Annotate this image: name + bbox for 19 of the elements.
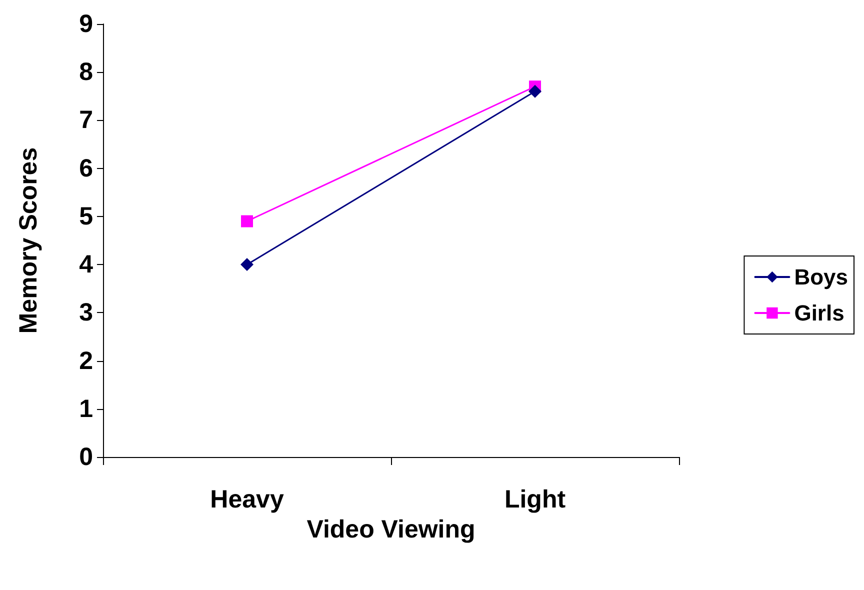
- x-tick-label: Light: [504, 486, 566, 514]
- y-tick-label: 2: [79, 346, 93, 375]
- legend-label: Girls: [794, 300, 844, 326]
- y-tick-label: 5: [79, 202, 94, 230]
- legend-label: Boys: [794, 264, 848, 290]
- y-tick-label: 1: [79, 394, 94, 423]
- point: [241, 215, 253, 228]
- y-tick-label: 4: [79, 250, 94, 279]
- y-tick-label: 6: [79, 154, 93, 182]
- x-tick-label: Heavy: [210, 486, 284, 514]
- point: [528, 84, 542, 98]
- y-tick-label: 8: [79, 58, 94, 86]
- y-axis-title: Memory Scores: [14, 147, 42, 334]
- y-tick-label: 9: [79, 10, 93, 38]
- y-tick-label: 3: [79, 298, 93, 327]
- y-tick-label: 7: [79, 106, 93, 134]
- point: [240, 258, 254, 272]
- x-axis-title: Video Viewing: [306, 515, 476, 544]
- y-tick-label: 0: [79, 443, 93, 471]
